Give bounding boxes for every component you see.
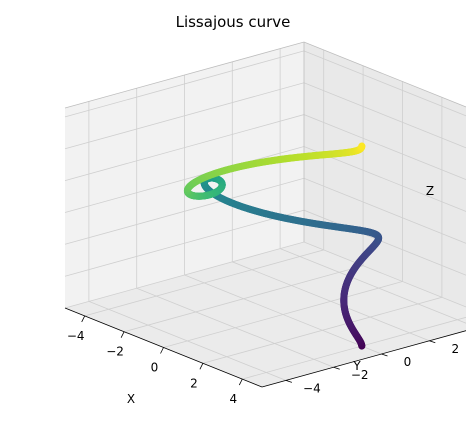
x-tick-label: 2	[190, 376, 198, 390]
x-tick-label: 0	[151, 361, 159, 375]
y-tick	[285, 380, 293, 383]
x-tick	[199, 363, 204, 370]
y-tick	[333, 366, 340, 370]
floor-pane	[65, 242, 466, 387]
x-axis-label: X	[127, 392, 135, 406]
back-pane-right	[304, 42, 466, 307]
y-axis-label: Y	[352, 359, 361, 373]
x-tick-label: −4	[67, 329, 85, 343]
y-tick-label: −4	[303, 381, 321, 395]
y-tick-label: −2	[351, 368, 369, 382]
x-tick-label: −2	[106, 345, 124, 359]
x-tick	[160, 347, 164, 354]
z-axis-label: Z	[426, 184, 434, 198]
y-tick-label: 0	[404, 355, 412, 369]
x-tick	[238, 378, 243, 386]
y-tick-label: 2	[451, 342, 459, 356]
x-tick-label: 4	[229, 392, 237, 406]
y-tick	[381, 353, 388, 357]
y-tick	[429, 340, 436, 344]
grid-line-x	[242, 316, 466, 380]
x-tick	[81, 315, 86, 323]
x-tick	[120, 331, 125, 338]
chart-title: Lissajous curve	[175, 13, 291, 31]
